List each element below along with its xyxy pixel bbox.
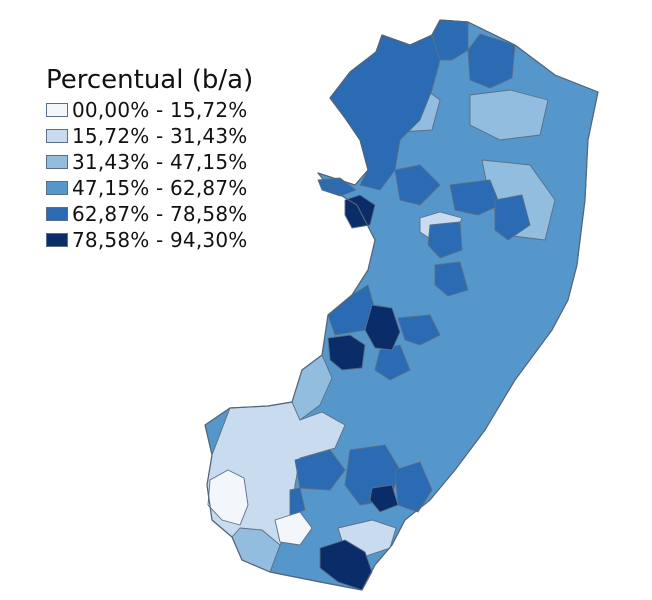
legend-swatch: [46, 181, 68, 195]
municipality-region: [469, 89, 549, 141]
legend-item: 31,43% - 47,15%: [46, 149, 253, 175]
legend-swatch: [46, 155, 68, 169]
legend-item: 78,58% - 94,30%: [46, 227, 253, 253]
municipality-region: [434, 261, 469, 297]
municipality-region: [294, 449, 346, 491]
municipality-region: [394, 164, 441, 206]
municipality-region: [289, 487, 306, 516]
legend-swatch: [46, 129, 68, 143]
legend-item: 47,15% - 62,87%: [46, 175, 253, 201]
legend-label: 47,15% - 62,87%: [72, 176, 248, 200]
legend-swatch: [46, 207, 68, 221]
legend-swatch: [46, 103, 68, 117]
legend-item: 15,72% - 31,43%: [46, 123, 253, 149]
municipality-region: [327, 334, 366, 371]
legend-label: 31,43% - 47,15%: [72, 150, 248, 174]
municipality-region: [374, 344, 411, 381]
legend-item: 62,87% - 78,58%: [46, 201, 253, 227]
municipality-region: [494, 194, 531, 241]
municipality-regions: [204, 19, 599, 591]
municipality-region: [467, 33, 516, 89]
municipality-region: [364, 304, 401, 351]
state-outline: [204, 19, 599, 591]
legend-title: Percentual (b/a): [46, 65, 254, 95]
municipality-region: [449, 179, 501, 216]
legend-swatch: [46, 233, 68, 247]
map-legend: Percentual (b/a) 00,00% - 15,72% 15,72% …: [46, 64, 253, 253]
legend-label: 62,87% - 78,58%: [72, 202, 248, 226]
municipality-region: [394, 461, 433, 513]
legend-label: 78,58% - 94,30%: [72, 228, 248, 252]
legend-item: 00,00% - 15,72%: [46, 97, 253, 123]
municipality-region: [427, 221, 463, 259]
legend-label: 15,72% - 31,43%: [72, 124, 248, 148]
municipality-region: [369, 484, 399, 513]
legend-label: 00,00% - 15,72%: [72, 98, 248, 122]
municipality-region: [397, 314, 441, 346]
